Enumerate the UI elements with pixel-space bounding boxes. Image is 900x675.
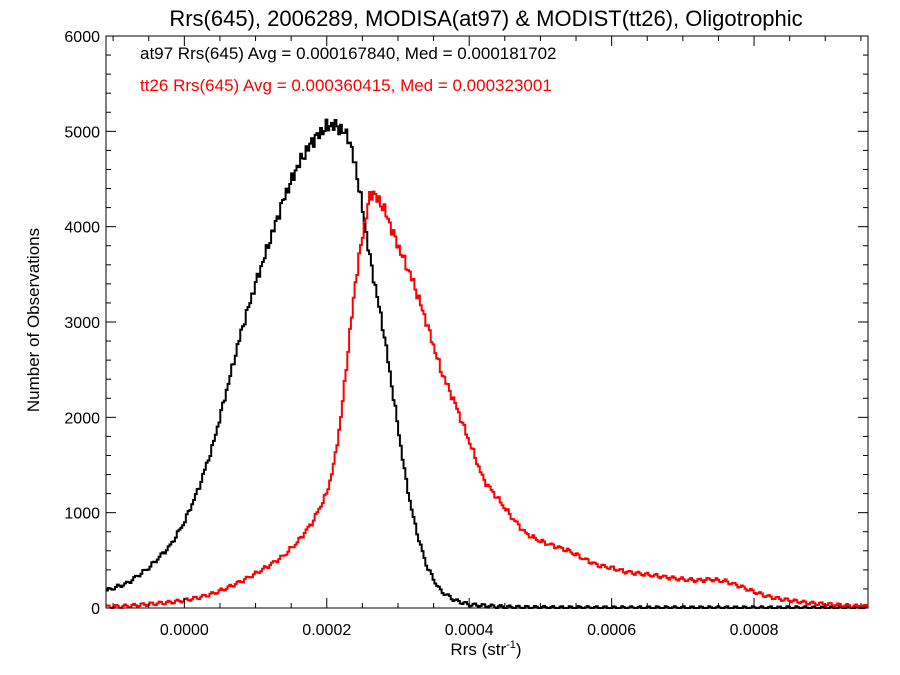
legend-entry-tt26: tt26 Rrs(645) Avg = 0.000360415, Med = 0… <box>140 76 552 95</box>
series-layer <box>106 118 868 609</box>
y-tick-label: 3000 <box>64 315 100 332</box>
x-tick-label: 0.0000 <box>160 622 209 639</box>
legend-entry-at97: at97 Rrs(645) Avg = 0.000167840, Med = 0… <box>140 44 557 63</box>
x-axis-label-superscript: -1 <box>506 639 516 651</box>
x-axis-label: Rrs (str-1) <box>450 639 521 659</box>
y-tick-label: 1000 <box>64 506 100 523</box>
y-tick-label: 6000 <box>64 29 100 46</box>
y-tick-label: 4000 <box>64 220 100 237</box>
y-tick-label: 0 <box>91 601 100 618</box>
y-tick-label: 2000 <box>64 410 100 427</box>
x-axis-label-main: Rrs (str <box>450 640 506 659</box>
plot-frame <box>105 35 869 609</box>
y-axis-label: Number of Observations <box>24 228 43 412</box>
axes-layer: 0.0000 0.0002 0.0004 0.0006 0.0008 0 1000 2000 3… <box>64 29 869 639</box>
y-tick-label: 5000 <box>64 124 100 141</box>
chart-title: Rrs(645), 2006289, MODISA(at97) & MODIST… <box>169 6 802 31</box>
x-tick-label: 0.0008 <box>730 622 779 639</box>
x-tick-label: 0.0002 <box>302 622 351 639</box>
histogram-series-tt26 <box>106 190 868 609</box>
x-tick-label: 0.0006 <box>587 622 636 639</box>
histogram-series-at97 <box>106 118 868 609</box>
x-tick-label: 0.0004 <box>445 622 494 639</box>
x-axis-label-end: ) <box>516 640 522 659</box>
